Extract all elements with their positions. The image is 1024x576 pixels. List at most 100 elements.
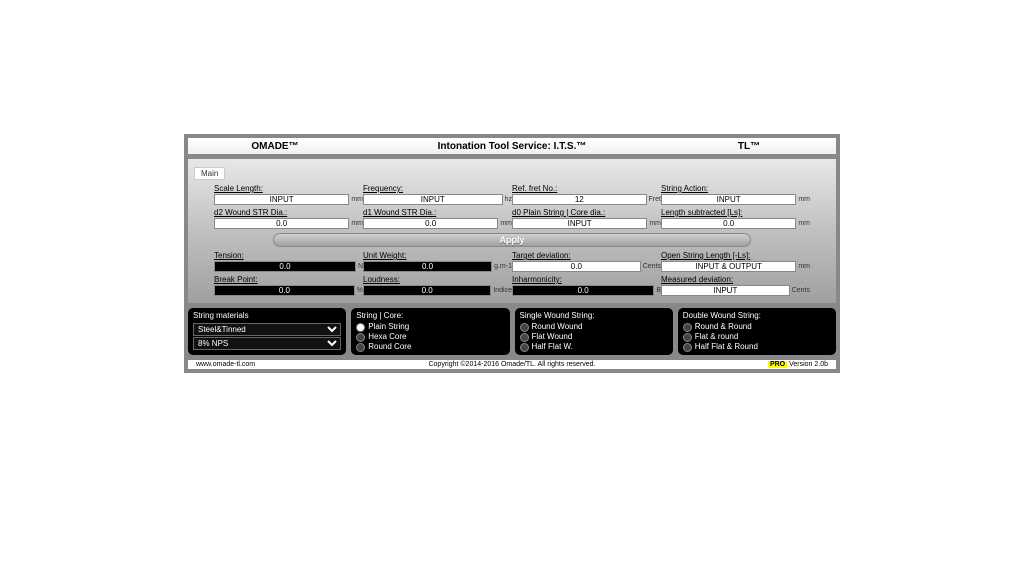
radio-option[interactable]: Flat & round [683,332,831,342]
group-core: String | Core: Plain StringHexa CoreRound… [350,307,510,356]
field-input[interactable] [512,194,647,205]
materials-select-2[interactable]: 8% NPS [193,337,341,350]
footer-bar: www.omade-tl.com Copyright ©2014-2016 Om… [187,359,837,370]
field-unit: Indice [493,287,512,294]
tab-main[interactable]: Main [194,167,225,180]
radio-label: Flat & round [695,332,739,342]
field: d1 Wound STR Dia.:mm [363,208,512,229]
radio-option[interactable]: Round Core [356,342,504,352]
field-input[interactable] [661,194,796,205]
field: d0 Plain String | Core dia.: mm [512,208,661,229]
field-unit: mm [649,220,661,227]
field-label: Ref. fret No.: [512,184,661,193]
radio-option[interactable]: Hexa Core [356,332,504,342]
radio-dot-icon [356,323,365,332]
field-label: d0 Plain String | Core dia.: [512,208,661,217]
field: Measured deviation:Cents [661,275,810,296]
field-input[interactable] [214,285,355,296]
field-unit: mm [351,196,363,203]
materials-title: String materials [193,311,341,320]
field-label: Frequency: [363,184,512,193]
field-unit: Fret [649,196,661,203]
apply-button[interactable]: Apply [273,233,752,247]
group-materials: String materials Steel&Tinned 8% NPS [187,307,347,356]
group-single: Single Wound String: Round WoundFlat Woun… [514,307,674,356]
row-3: Tension:NUnit Weight: g.m-1Target deviati… [214,251,810,272]
radio-dot-icon [356,333,365,342]
field: Inharmonicity:B [512,275,661,296]
field-input[interactable] [214,261,356,272]
radio-label: Half Flat & Round [695,342,758,352]
field-unit: mm [798,263,810,270]
group-title: Double Wound String: [683,311,831,320]
field-input[interactable] [363,218,498,229]
field-input[interactable] [661,261,796,272]
radio-option[interactable]: Half Flat & Round [683,342,831,352]
field-unit: mm [798,196,810,203]
main-panel: Main Scale Length:mmFrequency:hzRef. fre… [187,158,837,304]
radio-option[interactable]: Flat Wound [520,332,668,342]
field-input[interactable] [661,218,796,229]
radio-label: Hexa Core [368,332,406,342]
group-double: Double Wound String: Round & RoundFlat & … [677,307,837,356]
field: Target deviation: Cents [512,251,661,272]
field-input[interactable] [512,285,654,296]
brand-right: TL™ [670,141,828,152]
field-label: Tension: [214,251,363,260]
header-bar: OMADE™ Intonation Tool Service: I.T.S.™ … [187,137,837,155]
row-2: d2 Wound STR Dia.:mmd1 Wound STR Dia.:mm… [214,208,810,229]
field-input[interactable] [214,194,349,205]
field-label: Open String Length [-Ls]: [661,251,810,260]
radio-dot-icon [683,333,692,342]
field-label: d2 Wound STR Dia.: [214,208,363,217]
radio-option[interactable]: Half Flat W. [520,342,668,352]
field: Tension:N [214,251,363,272]
group-title: String | Core: [356,311,504,320]
field-rows: Scale Length:mmFrequency:hzRef. fret No.… [194,184,830,296]
field-unit: g.m-1 [494,263,512,270]
materials-select-1[interactable]: Steel&Tinned [193,323,341,336]
footer-url: www.omade-tl.com [196,361,354,368]
field: Frequency: hz [363,184,512,205]
radio-dot-icon [520,343,529,352]
field-unit: Cents [643,263,661,270]
field-input[interactable] [512,261,641,272]
field-label: Scale Length: [214,184,363,193]
radio-dot-icon [356,343,365,352]
field-label: Target deviation: [512,251,661,260]
app-window: OMADE™ Intonation Tool Service: I.T.S.™ … [184,134,840,373]
field-unit: hz [505,196,512,203]
field: String Action:mm [661,184,810,205]
radio-dot-icon [520,333,529,342]
group-title: Single Wound String: [520,311,668,320]
radio-label: Flat Wound [532,332,573,342]
radio-option[interactable]: Round & Round [683,322,831,332]
field: Scale Length: mm [214,184,363,205]
field-input[interactable] [214,218,349,229]
footer-copyright: Copyright ©2014-2016 Omade/TL. All right… [354,361,670,368]
field-label: Loudness: [363,275,512,284]
field: Open String Length [-Ls]: mm [661,251,810,272]
radio-option[interactable]: Plain String [356,322,504,332]
field-input[interactable] [661,285,790,296]
field: Unit Weight: g.m-1 [363,251,512,272]
radio-option[interactable]: Round Wound [520,322,668,332]
field: Break Point:% [214,275,363,296]
field-unit: mm [351,220,363,227]
field-input[interactable] [363,194,503,205]
radio-label: Round & Round [695,322,752,332]
field: d2 Wound STR Dia.: mm [214,208,363,229]
field-label: Break Point: [214,275,363,284]
row-4: Break Point:%Loudness: IndiceInharmonicit… [214,275,810,296]
radio-dot-icon [520,323,529,332]
field-input[interactable] [512,218,647,229]
field: Ref. fret No.: Fret [512,184,661,205]
field-input[interactable] [363,285,491,296]
field-label: Length subtracted [Ls]: [661,208,810,217]
field-input[interactable] [363,261,492,272]
radio-label: Half Flat W. [532,342,573,352]
pro-badge: PRO [768,361,787,368]
field-label: Unit Weight: [363,251,512,260]
radio-label: Round Core [368,342,411,352]
field-unit: mm [798,220,810,227]
